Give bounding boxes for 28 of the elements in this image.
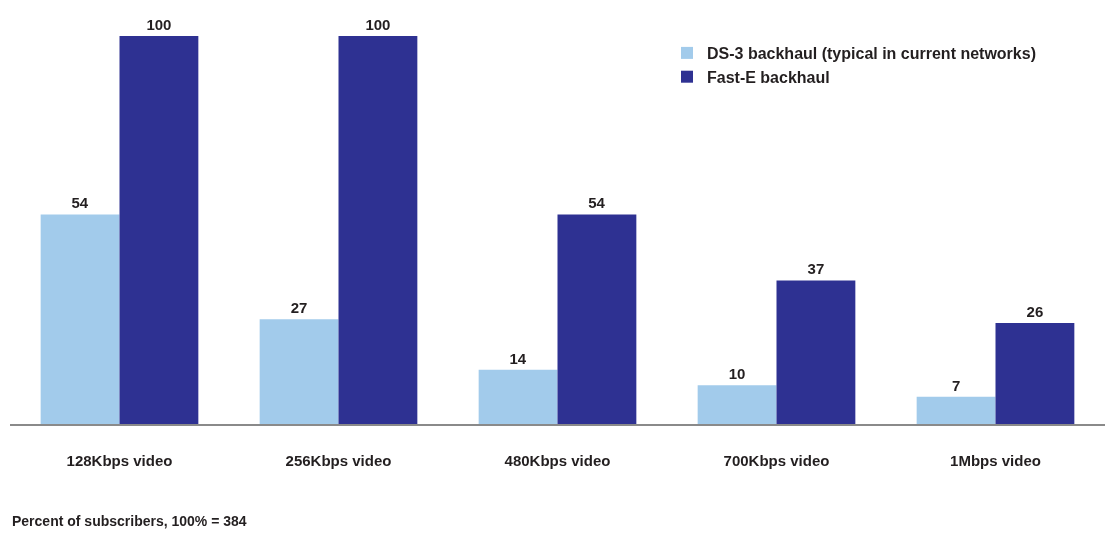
legend-label: Fast-E backhaul (707, 68, 830, 86)
data-label: 26 (1026, 303, 1044, 321)
x-tick-label: 700Kbps video (723, 451, 830, 469)
x-tick-label: 128Kbps video (66, 451, 173, 469)
bar (259, 319, 339, 424)
bar (119, 36, 199, 424)
bar (557, 214, 637, 424)
bar (995, 323, 1075, 424)
text: Percent of subscribers, 100% = 384 (12, 513, 247, 529)
bar (40, 214, 120, 424)
x-tick-label: 480Kbps video (504, 451, 611, 469)
data-label: 100 (146, 16, 172, 33)
x-tick-label: 1Mbps video (950, 451, 1041, 469)
legend-label: DS-3 backhaul (typical in current networks) (707, 45, 1036, 63)
data-label: 54 (71, 194, 89, 212)
data-label: 7 (951, 376, 961, 394)
data-label: 27 (290, 299, 308, 317)
data-label: 54 (588, 194, 606, 212)
data-label: 37 (807, 260, 825, 278)
data-label: 100 (365, 16, 391, 33)
x-tick-label: 256Kbps video (285, 451, 392, 469)
bar (697, 385, 777, 424)
data-label: 10 (728, 365, 746, 383)
bar (338, 36, 418, 424)
bar (916, 396, 996, 424)
bar (776, 280, 856, 424)
bar (478, 369, 558, 424)
data-label: 14 (509, 349, 527, 367)
